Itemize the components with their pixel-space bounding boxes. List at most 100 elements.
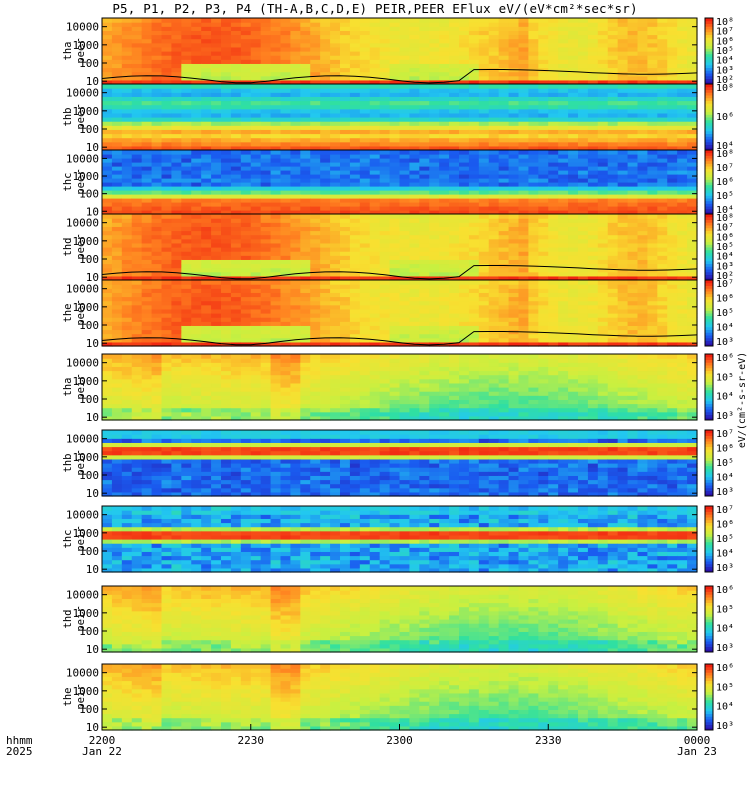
spectrogram-cell bbox=[340, 194, 351, 199]
spectrogram-cell bbox=[667, 34, 678, 40]
spectrogram-cell bbox=[340, 154, 351, 159]
spectrogram-cell bbox=[687, 22, 698, 27]
spectrogram-cell bbox=[290, 333, 301, 339]
spectrogram-cell bbox=[617, 150, 629, 155]
spectrogram-cell bbox=[578, 71, 589, 77]
spectrogram-cell bbox=[587, 104, 599, 110]
spectrogram-cell bbox=[449, 190, 460, 195]
spectrogram-cell bbox=[211, 55, 222, 60]
spectrogram-cell bbox=[429, 247, 440, 252]
spectrogram-cell bbox=[538, 308, 549, 314]
spectrogram-cell bbox=[280, 51, 292, 56]
spectrogram-cell bbox=[568, 333, 579, 339]
spectrogram-cell bbox=[340, 129, 351, 135]
spectrogram-cell bbox=[568, 26, 579, 31]
spectrogram-cell bbox=[320, 202, 331, 207]
spectrogram-cell bbox=[518, 255, 530, 260]
spectrogram-cell bbox=[429, 308, 440, 314]
spectrogram-cell bbox=[439, 178, 450, 183]
spectrogram-cell bbox=[627, 141, 639, 147]
spectrogram-cell bbox=[191, 51, 202, 56]
spectrogram-cell bbox=[340, 125, 351, 130]
spectrogram-cell bbox=[677, 59, 688, 64]
spectrogram-cell bbox=[320, 292, 331, 298]
spectrogram-cell bbox=[240, 51, 252, 56]
spectrogram-cell bbox=[478, 194, 490, 199]
spectrogram-cell bbox=[587, 194, 599, 199]
spectrogram-cell bbox=[508, 182, 520, 187]
spectrogram-cell bbox=[637, 42, 649, 48]
spectrogram-cell bbox=[230, 259, 242, 265]
spectrogram-cell bbox=[468, 112, 480, 118]
spectrogram-cell bbox=[399, 22, 411, 27]
spectrogram-cell bbox=[478, 296, 490, 302]
spectrogram-cell bbox=[389, 104, 401, 110]
spectrogram-cell bbox=[211, 255, 222, 260]
spectrogram-cell bbox=[340, 117, 351, 122]
spectrogram-cell bbox=[121, 288, 133, 293]
spectrogram-cell bbox=[429, 263, 440, 269]
spectrogram-cell bbox=[171, 154, 182, 159]
spectrogram-cell bbox=[389, 321, 401, 326]
spectrogram-cell bbox=[687, 112, 698, 118]
spectrogram-cell bbox=[201, 242, 212, 248]
spectrogram-cell bbox=[310, 158, 321, 163]
spectrogram-cell bbox=[399, 104, 411, 110]
spectrogram-cell bbox=[558, 288, 569, 293]
spectrogram-cell bbox=[568, 84, 579, 89]
spectrogram-cell bbox=[637, 313, 649, 318]
spectrogram-cell bbox=[250, 170, 262, 175]
spectrogram-cell bbox=[597, 79, 609, 85]
spectrogram-cell bbox=[528, 88, 539, 93]
spectrogram-cell bbox=[141, 198, 153, 203]
spectrogram-cell bbox=[191, 92, 202, 97]
spectrogram-cell bbox=[459, 26, 470, 31]
spectrogram-cell bbox=[677, 247, 688, 252]
spectrogram-cell bbox=[349, 96, 361, 102]
spectrogram-cell bbox=[637, 251, 649, 256]
spectrogram-cell bbox=[290, 108, 301, 114]
spectrogram-cell bbox=[340, 230, 351, 236]
spectrogram-cell bbox=[637, 214, 649, 219]
spectrogram-cell bbox=[280, 170, 292, 175]
spectrogram-cell bbox=[449, 263, 460, 269]
spectrogram-cell bbox=[250, 247, 262, 252]
spectrogram-cell bbox=[488, 71, 500, 77]
spectrogram-cell bbox=[211, 30, 222, 36]
spectrogram-cell bbox=[478, 75, 490, 81]
spectrogram-cell bbox=[399, 300, 411, 306]
spectrogram-cell bbox=[468, 214, 480, 219]
spectrogram-cell bbox=[607, 214, 619, 219]
spectrogram-cell bbox=[449, 238, 460, 244]
spectrogram-cell bbox=[191, 198, 202, 203]
spectrogram-cell bbox=[597, 42, 609, 48]
spectrogram-cell bbox=[330, 333, 341, 339]
spectrogram-cell bbox=[667, 79, 678, 85]
colorbar-swatch bbox=[705, 198, 713, 202]
spectrogram-cell bbox=[409, 202, 420, 207]
spectrogram-cell bbox=[211, 202, 222, 207]
spectrogram-cell bbox=[409, 121, 420, 126]
spectrogram-cell bbox=[359, 125, 371, 130]
spectrogram-cell bbox=[300, 71, 311, 77]
spectrogram-cell bbox=[409, 59, 420, 64]
spectrogram-cell bbox=[389, 300, 401, 306]
spectrogram-cell bbox=[369, 182, 381, 187]
spectrogram-cell bbox=[131, 202, 143, 207]
spectrogram-cell bbox=[687, 38, 698, 44]
colorbar-tick-label: 10⁴ bbox=[716, 56, 734, 67]
spectrogram-cell bbox=[558, 79, 569, 85]
spectrogram-cell bbox=[468, 238, 480, 244]
spectrogram-cell bbox=[349, 317, 361, 322]
spectrogram-cell bbox=[627, 317, 639, 322]
spectrogram-cell bbox=[687, 88, 698, 93]
spectrogram-cell bbox=[399, 341, 411, 347]
spectrogram-cell bbox=[379, 75, 391, 81]
spectrogram-cell bbox=[369, 238, 381, 244]
spectrogram-cell bbox=[528, 280, 539, 285]
spectrogram-cell bbox=[518, 202, 530, 207]
spectrogram-cell bbox=[310, 150, 321, 155]
y-tick-label: 10000 bbox=[66, 21, 99, 34]
spectrogram-cell bbox=[161, 84, 173, 89]
spectrogram-cell bbox=[290, 247, 301, 252]
